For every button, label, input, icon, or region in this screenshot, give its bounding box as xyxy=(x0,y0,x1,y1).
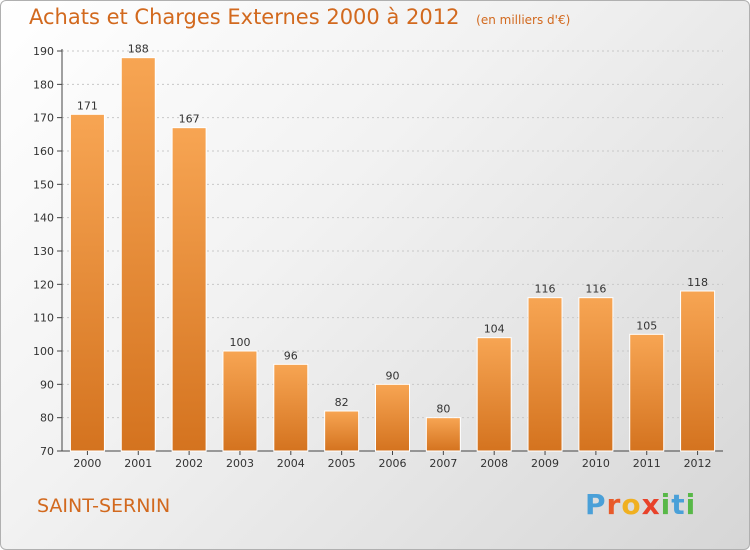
logo-letter: t xyxy=(671,488,686,521)
x-tick-label: 2010 xyxy=(582,457,610,470)
data-label: 96 xyxy=(284,349,298,362)
bar xyxy=(578,297,614,452)
x-tick-label: 2008 xyxy=(480,457,508,470)
y-tick-label: 80 xyxy=(40,412,54,425)
data-label: 80 xyxy=(436,403,450,416)
x-tick-label: 2001 xyxy=(124,457,152,470)
logo-letter: x xyxy=(641,488,661,521)
y-tick-label: 170 xyxy=(33,112,54,125)
y-tick-label: 70 xyxy=(40,445,54,458)
y-tick-label: 140 xyxy=(33,212,54,225)
y-tick-label: 160 xyxy=(33,145,54,158)
y-tick-label: 190 xyxy=(33,45,54,58)
bar xyxy=(171,127,207,452)
x-tick-label: 2012 xyxy=(684,457,712,470)
bar xyxy=(69,113,105,452)
bar xyxy=(680,290,716,452)
x-tick-label: 2006 xyxy=(379,457,407,470)
data-label: 90 xyxy=(386,369,400,382)
data-label: 105 xyxy=(636,319,657,332)
x-tick-label: 2003 xyxy=(226,457,254,470)
x-tick-label: 2004 xyxy=(277,457,305,470)
data-label: 82 xyxy=(335,396,349,409)
bar xyxy=(629,333,665,452)
logo-letter: i xyxy=(660,488,672,521)
logo-letter: P xyxy=(585,488,607,521)
bar xyxy=(120,57,156,452)
bar xyxy=(273,363,309,452)
chart-title: Achats et Charges Externes 2000 à 2012 xyxy=(29,5,460,29)
logo-letter: r xyxy=(606,488,622,521)
y-tick-label: 130 xyxy=(33,245,54,258)
bar xyxy=(375,383,410,452)
y-tick-label: 120 xyxy=(33,278,54,291)
y-tick-label: 180 xyxy=(33,78,54,91)
bar xyxy=(324,410,360,452)
bar xyxy=(476,337,512,452)
x-tick-label: 2007 xyxy=(429,457,457,470)
y-tick-label: 150 xyxy=(33,178,54,191)
y-tick-label: 90 xyxy=(40,378,54,391)
logo-letter: o xyxy=(621,488,642,521)
y-tick-label: 100 xyxy=(33,345,54,358)
chart-title-block: Achats et Charges Externes 2000 à 2012 (… xyxy=(29,5,570,29)
x-tick-label: 2000 xyxy=(73,457,101,470)
bar xyxy=(527,297,563,452)
y-tick-label: 110 xyxy=(33,312,54,325)
x-tick-label: 2011 xyxy=(633,457,661,470)
data-label: 116 xyxy=(535,283,556,296)
data-label: 167 xyxy=(179,113,200,126)
data-label: 171 xyxy=(77,99,98,112)
data-label: 118 xyxy=(687,276,708,289)
x-tick-label: 2009 xyxy=(531,457,559,470)
logo-letter: i xyxy=(685,488,697,521)
bar xyxy=(222,350,258,452)
x-tick-label: 2005 xyxy=(328,457,356,470)
data-label: 116 xyxy=(585,283,606,296)
data-label: 100 xyxy=(229,336,250,349)
chart-subtitle: (en milliers d'€) xyxy=(476,13,571,27)
proxiti-logo: Proxiti xyxy=(585,488,696,521)
data-label: 188 xyxy=(128,43,149,56)
x-tick-label: 2002 xyxy=(175,457,203,470)
data-label: 104 xyxy=(484,323,505,336)
bar xyxy=(425,417,461,452)
commune-name: SAINT-SERNIN xyxy=(37,495,171,517)
